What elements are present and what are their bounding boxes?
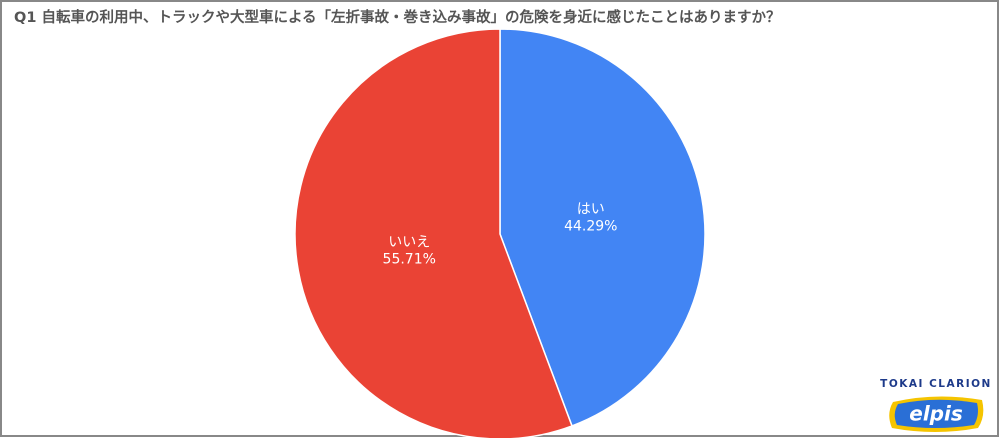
pie-slice — [499, 28, 706, 427]
logo-company: TOKAI CLARION — [880, 378, 992, 390]
logo-badge — [894, 399, 978, 428]
logo: TOKAI CLARION elpis — [880, 378, 992, 432]
slice-label: はい — [577, 202, 605, 218]
logo-brand: elpis — [909, 402, 963, 426]
chart-title: Q1 自転車の利用中、トラックや大型車による「左折事故・巻き込み事故」の危険を身… — [14, 8, 781, 26]
slice-value: 55.71% — [383, 251, 436, 267]
slice-label: いいえ — [388, 234, 430, 250]
slice-value: 44.29% — [564, 219, 617, 235]
pie-slice — [294, 28, 573, 438]
